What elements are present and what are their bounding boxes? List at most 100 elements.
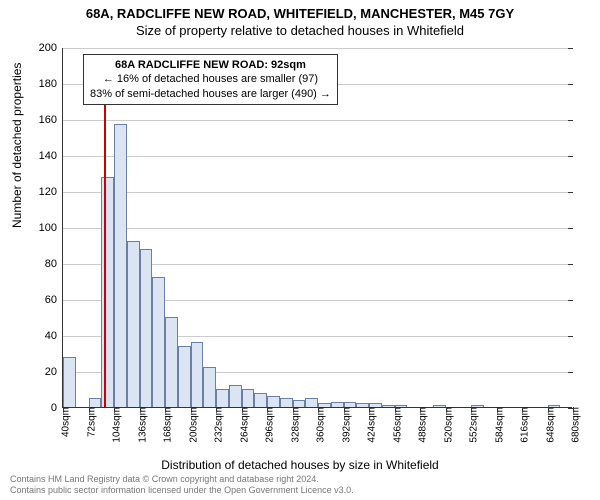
x-tick-mark (548, 407, 549, 412)
histogram-bar (127, 241, 140, 407)
y-tick-label: 140 (39, 150, 63, 162)
x-tick-label: 360sqm (310, 407, 327, 443)
histogram-bar (331, 402, 344, 407)
y-tick-mark (568, 300, 573, 301)
x-tick-label: 552sqm (463, 407, 480, 443)
x-tick-mark (140, 407, 141, 412)
x-tick-mark (522, 407, 523, 412)
x-tick-mark (89, 407, 90, 412)
x-tick-mark (471, 407, 472, 412)
x-tick-label: 264sqm (233, 407, 250, 443)
x-tick-mark (63, 407, 64, 412)
y-tick-label: 180 (39, 78, 63, 90)
x-tick-mark (573, 407, 574, 412)
histogram-bar (242, 389, 255, 407)
x-tick-mark (344, 407, 345, 412)
x-tick-mark (446, 407, 447, 412)
annotation-box: 68A RADCLIFFE NEW ROAD: 92sqm ← 16% of d… (83, 54, 338, 105)
histogram-bar (395, 405, 408, 407)
histogram-bar (267, 396, 280, 407)
property-marker-line (104, 76, 106, 407)
y-tick-mark (568, 84, 573, 85)
y-tick-mark (568, 228, 573, 229)
x-tick-mark (216, 407, 217, 412)
histogram-bar (229, 385, 242, 407)
histogram-bar (216, 389, 229, 407)
histogram-bar (548, 405, 561, 407)
x-tick-label: 328sqm (284, 407, 301, 443)
x-tick-label: 584sqm (488, 407, 505, 443)
x-tick-label: 136sqm (131, 407, 148, 443)
y-tick-label: 80 (45, 258, 63, 270)
y-tick-label: 40 (45, 330, 63, 342)
y-tick-mark (568, 156, 573, 157)
histogram-bar (89, 398, 102, 407)
histogram-bar (433, 405, 446, 407)
y-tick-mark (568, 372, 573, 373)
x-tick-label: 616sqm (514, 407, 531, 443)
histogram-bar (203, 367, 216, 407)
x-tick-mark (318, 407, 319, 412)
y-tick-mark (568, 48, 573, 49)
x-tick-label: 168sqm (157, 407, 174, 443)
y-tick-label: 20 (45, 366, 63, 378)
x-tick-label: 392sqm (335, 407, 352, 443)
y-tick-label: 200 (39, 42, 63, 54)
y-tick-label: 120 (39, 186, 63, 198)
gridline (63, 120, 572, 121)
x-tick-label: 456sqm (386, 407, 403, 443)
x-tick-label: 296sqm (259, 407, 276, 443)
histogram-bar (152, 277, 165, 407)
y-axis-label: Number of detached properties (10, 63, 24, 228)
x-tick-label: 104sqm (106, 407, 123, 443)
histogram-bar (254, 393, 267, 407)
x-tick-label: 200sqm (182, 407, 199, 443)
x-tick-mark (114, 407, 115, 412)
footer-line-2: Contains public sector information licen… (10, 485, 354, 496)
x-tick-label: 488sqm (412, 407, 429, 443)
histogram-bar (178, 346, 191, 407)
histogram-bar (369, 403, 382, 407)
histogram-bar (293, 400, 306, 407)
x-tick-mark (191, 407, 192, 412)
y-tick-label: 160 (39, 114, 63, 126)
histogram-bar (471, 405, 484, 407)
histogram-bar (318, 403, 331, 407)
chart-title-main: 68A, RADCLIFFE NEW ROAD, WHITEFIELD, MAN… (0, 0, 600, 21)
histogram-bar (140, 249, 153, 407)
plot-area: 68A RADCLIFFE NEW ROAD: 92sqm ← 16% of d… (62, 48, 572, 408)
x-tick-label: 424sqm (361, 407, 378, 443)
gridline (63, 156, 572, 157)
y-tick-label: 100 (39, 222, 63, 234)
histogram-bar (382, 405, 395, 407)
chart-container: 68A, RADCLIFFE NEW ROAD, WHITEFIELD, MAN… (0, 0, 600, 500)
histogram-bar (191, 342, 204, 407)
x-axis-label: Distribution of detached houses by size … (0, 458, 600, 472)
x-tick-mark (267, 407, 268, 412)
annotation-line-larger: 83% of semi-detached houses are larger (… (90, 87, 331, 101)
footer-attribution: Contains HM Land Registry data © Crown c… (10, 474, 354, 496)
histogram-bar (305, 398, 318, 407)
gridline (63, 48, 572, 49)
gridline (63, 192, 572, 193)
gridline (63, 228, 572, 229)
x-tick-mark (293, 407, 294, 412)
y-tick-mark (568, 192, 573, 193)
x-tick-mark (395, 407, 396, 412)
x-tick-mark (369, 407, 370, 412)
x-tick-label: 232sqm (208, 407, 225, 443)
x-tick-label: 680sqm (565, 407, 582, 443)
chart-title-sub: Size of property relative to detached ho… (0, 21, 600, 38)
y-tick-mark (568, 120, 573, 121)
x-tick-label: 520sqm (437, 407, 454, 443)
histogram-bar (280, 398, 293, 407)
footer-line-1: Contains HM Land Registry data © Crown c… (10, 474, 354, 485)
histogram-bar (114, 124, 127, 407)
histogram-bar (344, 402, 357, 407)
y-tick-mark (568, 336, 573, 337)
y-tick-label: 60 (45, 294, 63, 306)
histogram-bar (101, 177, 114, 407)
x-tick-mark (420, 407, 421, 412)
histogram-bar (165, 317, 178, 407)
x-tick-mark (242, 407, 243, 412)
